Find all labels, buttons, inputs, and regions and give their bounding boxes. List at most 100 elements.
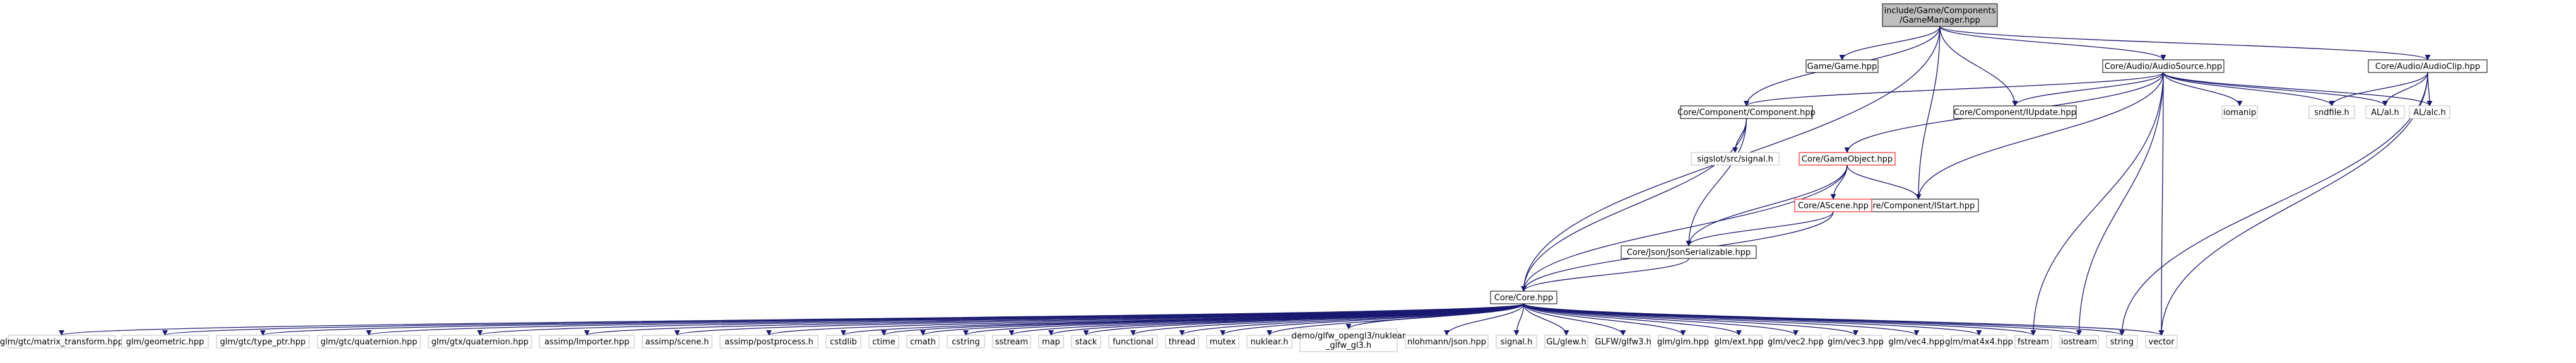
node-l33: string [2106,335,2138,349]
edge-asrc-to-l32 [2076,72,2164,336]
node-l1: glm/gtc/matrix_transform.hpp [0,335,123,349]
node-label-l30: glm/mat4x4.hpp [1945,338,2013,347]
node-l14: map [1038,335,1064,349]
edge-core-to-l30 [1523,303,1982,336]
node-istart[interactable]: Core/Component/IStart.hpp [1858,199,1979,212]
node-label-l9: cstdlib [830,338,857,347]
node-box-l3 [216,335,310,349]
node-l13: sstream [992,335,1031,349]
node-label-l15: stack [1075,338,1097,347]
node-box-l12 [947,335,985,349]
node-label-gobj: Core/GameObject.hpp [1802,155,1893,164]
edge-comp-to-core [1521,118,1747,292]
node-box-l9 [825,335,861,349]
node-box-l14 [1038,335,1064,349]
node-iomanip: iomanip [2221,105,2258,119]
edge-core-to-l25 [1523,303,1686,336]
node-asrc[interactable]: Core/Audio/AudioSource.hpp [2102,59,2224,73]
node-box-l10 [868,335,899,349]
node-label-l34: vector [2148,338,2175,347]
node-label-l31: fstream [2018,338,2049,347]
edge-asrc-to-l31 [2030,72,2164,336]
node-label-alc: AL/alc.h [2413,108,2446,118]
edge-asrc-to-comp [1744,72,2164,107]
node-box-l13 [992,335,1031,349]
node-l9: cstdlib [825,335,861,349]
node-iupd[interactable]: Core/Component/IUpdate.hpp [1953,105,2077,119]
edge-gm-to-game [1839,26,1941,60]
edge-gobj-to-ascene [1830,164,1848,200]
node-label-l12: cstring [952,338,979,347]
node-label-l4: glm/gtc/quaternion.hpp [321,338,417,347]
node-label-l7: assimp/scene.h [646,338,709,347]
node-box-ascene [1794,199,1872,212]
node-label-json: Core/Json/JsonSerializable.hpp [1627,248,1751,258]
edge-asrc-to-alc [2163,72,2433,107]
node-gm[interactable]: include/Game/Components/GameManager.hpp [1882,3,1998,27]
node-l8: assimp/postprocess.h [719,335,818,349]
node-label-iupd: Core/Component/IUpdate.hpp [1954,108,2076,118]
node-label-asrc: Core/Audio/AudioSource.hpp [2105,62,2222,72]
edge-core-to-l21 [1444,303,1525,336]
node-box-aclip [2368,59,2488,73]
node-label-l10: ctime [872,338,895,347]
edge-core-to-l33 [1523,303,2125,336]
edge-core-to-l29 [1523,303,1920,336]
node-l10: ctime [868,335,899,349]
node-box-game [1805,59,1879,73]
node-box-l19 [1246,335,1292,349]
edge-core-to-l22 [1513,303,1525,336]
node-label-iomanip: iomanip [2223,108,2256,118]
node-ascene[interactable]: Core/AScene.hpp [1794,199,1872,212]
edge-core-to-l28 [1523,303,1858,336]
node-label-gm-line1: include/Game/Components [1884,6,1996,16]
node-label-l33: string [2110,338,2134,347]
node-box-iomanip [2221,105,2258,119]
node-l17: thread [1165,335,1199,349]
node-label-l19: nuklear.h [1250,338,1288,347]
node-gobj[interactable]: Core/GameObject.hpp [1799,152,1896,166]
node-label-sndfile: sndfile.h [2314,108,2349,118]
node-comp[interactable]: Core/Component/Component.hpp [1677,105,1816,119]
edge-core-to-l24 [1523,303,1626,336]
edge-asrc-to-istart [1915,72,2164,200]
node-l22: signal.h [1496,335,1537,349]
node-label-aclip: Core/Audio/AudioClip.hpp [2375,62,2480,72]
edge-core-to-l26 [1523,303,1742,336]
node-label-l2: glm/geometric.hpp [126,338,204,347]
node-box-sigslot [1691,152,1780,166]
node-box-iupd [1953,105,2077,119]
node-l27: glm/vec2.hpp [1768,335,1824,349]
node-core[interactable]: Core/Core.hpp [1490,291,1557,304]
node-label-sigslot: sigslot/src/signal.h [1697,155,1773,164]
node-l30: glm/mat4x4.hpp [1945,335,2013,349]
edge-json-to-core [1521,258,1689,292]
node-l6: assimp/Importer.hpp [539,335,635,349]
node-aclip[interactable]: Core/Audio/AudioClip.hpp [2368,59,2488,73]
node-json[interactable]: Core/Json/JsonSerializable.hpp [1621,245,1757,259]
node-box-asrc [2102,59,2224,73]
node-game[interactable]: Game/Game.hpp [1805,59,1879,73]
node-box-l20 [1299,328,1398,352]
node-label-l16: functional [1113,338,1154,347]
node-label-istart: Core/Component/IStart.hpp [1862,202,1975,211]
node-l21: nlohmann/json.hpp [1405,335,1489,349]
node-l18: mutex [1206,335,1239,349]
node-label-l17: thread [1169,338,1196,347]
node-l32: iostream [2059,335,2099,349]
node-box-l28 [1829,335,1882,349]
node-box-l33 [2106,335,2138,349]
node-box-l5 [428,335,532,349]
edge-gobj-to-istart [1846,164,1922,200]
edge-aclip-to-sndfile [2329,72,2428,107]
node-box-l17 [1165,335,1199,349]
node-label-l3: glm/gtc/type_ptr.hpp [220,338,306,347]
node-box-gm [1882,3,1998,27]
node-label-l29: glm/vec4.hpp [1889,338,1945,347]
edges-layer [59,26,2433,336]
node-box-alc [2409,105,2450,119]
node-label-l26: glm/ext.hpp [1714,338,1763,347]
node-l19: nuklear.h [1246,335,1292,349]
node-box-l21 [1405,335,1489,349]
